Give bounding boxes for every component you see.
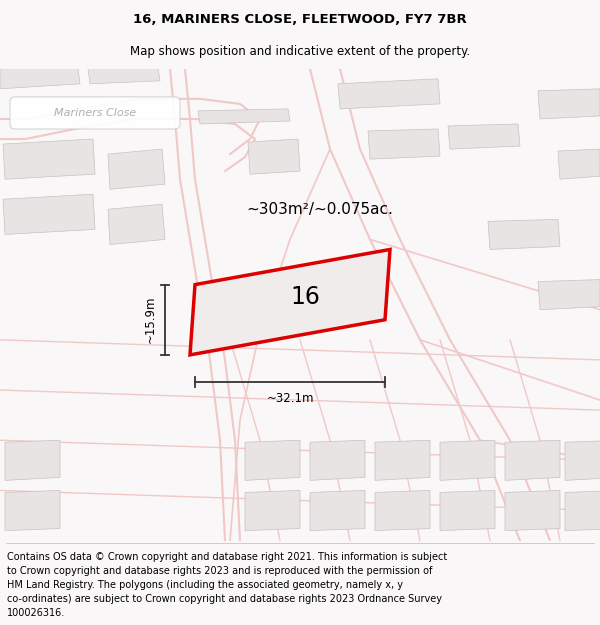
Polygon shape [368, 129, 440, 159]
Text: ~303m²/~0.075ac.: ~303m²/~0.075ac. [247, 202, 394, 217]
Polygon shape [108, 204, 165, 244]
Polygon shape [448, 124, 520, 149]
Polygon shape [3, 139, 95, 179]
Polygon shape [488, 219, 560, 249]
Polygon shape [198, 109, 290, 124]
Polygon shape [3, 194, 95, 234]
Polygon shape [88, 69, 160, 84]
Polygon shape [538, 279, 600, 310]
Polygon shape [505, 491, 560, 531]
Text: 16: 16 [290, 285, 320, 309]
Polygon shape [310, 491, 365, 531]
Polygon shape [5, 440, 60, 481]
Polygon shape [190, 249, 390, 355]
Text: Contains OS data © Crown copyright and database right 2021. This information is : Contains OS data © Crown copyright and d… [7, 552, 448, 618]
Polygon shape [558, 149, 600, 179]
Polygon shape [310, 440, 365, 481]
Text: Map shows position and indicative extent of the property.: Map shows position and indicative extent… [130, 45, 470, 58]
Polygon shape [248, 139, 300, 174]
Text: Mariners Close: Mariners Close [54, 108, 136, 118]
FancyBboxPatch shape [10, 97, 180, 129]
Text: ~32.1m: ~32.1m [266, 392, 314, 405]
Polygon shape [565, 440, 600, 481]
Text: ~15.9m: ~15.9m [144, 296, 157, 344]
Polygon shape [505, 440, 560, 481]
Polygon shape [245, 491, 300, 531]
Polygon shape [538, 89, 600, 119]
Polygon shape [108, 149, 165, 189]
Polygon shape [5, 491, 60, 531]
Polygon shape [245, 440, 300, 481]
Polygon shape [375, 440, 430, 481]
Polygon shape [440, 440, 495, 481]
Polygon shape [440, 491, 495, 531]
Polygon shape [375, 491, 430, 531]
Polygon shape [565, 491, 600, 531]
Text: 16, MARINERS CLOSE, FLEETWOOD, FY7 7BR: 16, MARINERS CLOSE, FLEETWOOD, FY7 7BR [133, 12, 467, 26]
Polygon shape [0, 69, 80, 89]
Polygon shape [338, 79, 440, 109]
